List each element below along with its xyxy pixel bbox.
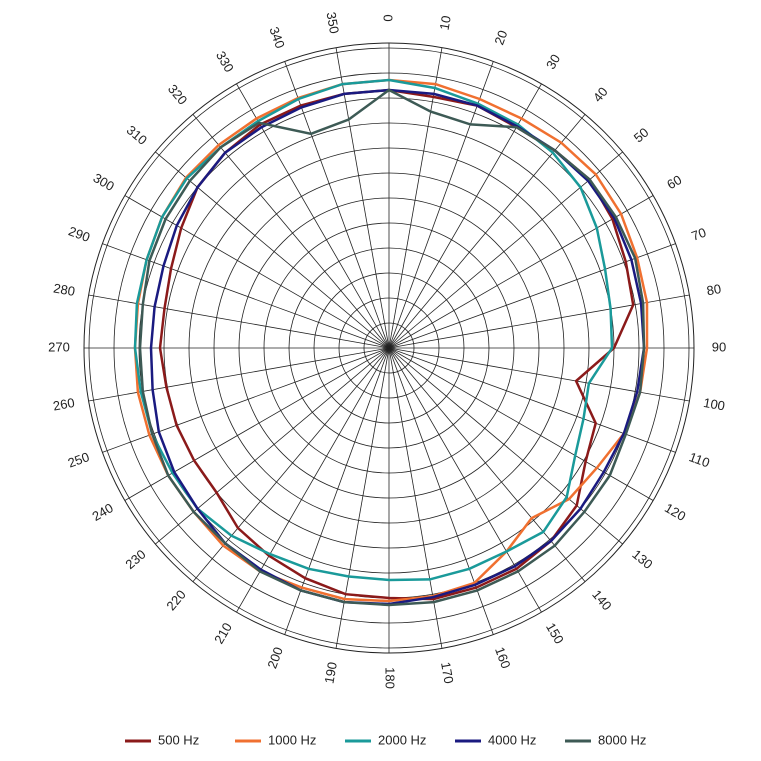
series-line: [138, 88, 646, 607]
angle-label: 70: [689, 225, 708, 244]
spoke: [388, 347, 623, 545]
spoke: [388, 347, 494, 635]
angle-label: 300: [91, 170, 117, 194]
spoke: [236, 347, 390, 613]
angle-label: 160: [492, 645, 514, 671]
angle-label: 140: [589, 587, 614, 613]
spoke: [388, 347, 586, 582]
angle-label: 350: [323, 11, 342, 35]
legend-label: 2000 Hz: [378, 732, 426, 747]
angle-label: 90: [712, 339, 726, 354]
angle-label: 30: [543, 52, 563, 72]
angle-label: 0: [380, 14, 395, 21]
angle-label: 310: [124, 122, 150, 147]
angle-label: 120: [662, 500, 688, 524]
series-line: [158, 88, 635, 601]
spoke: [124, 195, 390, 349]
angle-label: 240: [90, 500, 116, 524]
legend-label: 500 Hz: [158, 732, 199, 747]
angle-label: 190: [321, 661, 340, 685]
angle-label: 80: [705, 281, 722, 298]
angle-label: 20: [491, 28, 510, 47]
angle-label: 280: [52, 280, 76, 299]
spoke: [388, 114, 586, 349]
spoke: [284, 61, 390, 349]
spoke: [192, 347, 390, 582]
angle-label: 60: [664, 172, 684, 192]
spoke: [192, 114, 390, 349]
angle-label: 50: [631, 125, 652, 146]
spoke: [388, 151, 623, 349]
spoke: [388, 243, 676, 349]
angle-label: 230: [122, 547, 148, 572]
spoke: [388, 294, 690, 349]
angle-label: 340: [266, 25, 288, 51]
series-line: [133, 78, 614, 582]
spoke: [388, 61, 494, 349]
angle-label: 260: [52, 395, 76, 414]
angle-label: 10: [437, 14, 454, 31]
legend-label: 4000 Hz: [488, 732, 536, 747]
angle-label: 200: [264, 645, 286, 671]
spoke: [102, 243, 390, 349]
legend-label: 8000 Hz: [598, 732, 646, 747]
angle-label: 180: [383, 667, 398, 689]
angle-label: 250: [66, 449, 92, 471]
angle-label: 40: [590, 84, 611, 105]
angle-label: 210: [211, 620, 235, 646]
spoke: [155, 151, 390, 349]
angle-label: 220: [163, 587, 188, 613]
spoke: [388, 347, 654, 501]
spoke: [388, 347, 542, 613]
legend-label: 1000 Hz: [268, 732, 316, 747]
angle-label: 290: [67, 223, 93, 245]
spoke: [335, 47, 390, 349]
angle-label: 270: [48, 339, 70, 354]
angle-label: 130: [629, 547, 655, 572]
angle-label: 100: [702, 395, 726, 414]
spoke: [388, 195, 654, 349]
angle-label: 110: [687, 449, 712, 470]
angle-label: 170: [438, 661, 457, 685]
angle-label: 330: [213, 49, 237, 75]
angle-label: 320: [165, 81, 190, 107]
spoke: [388, 347, 676, 453]
spoke: [155, 347, 390, 545]
angle-label: 150: [543, 620, 567, 646]
